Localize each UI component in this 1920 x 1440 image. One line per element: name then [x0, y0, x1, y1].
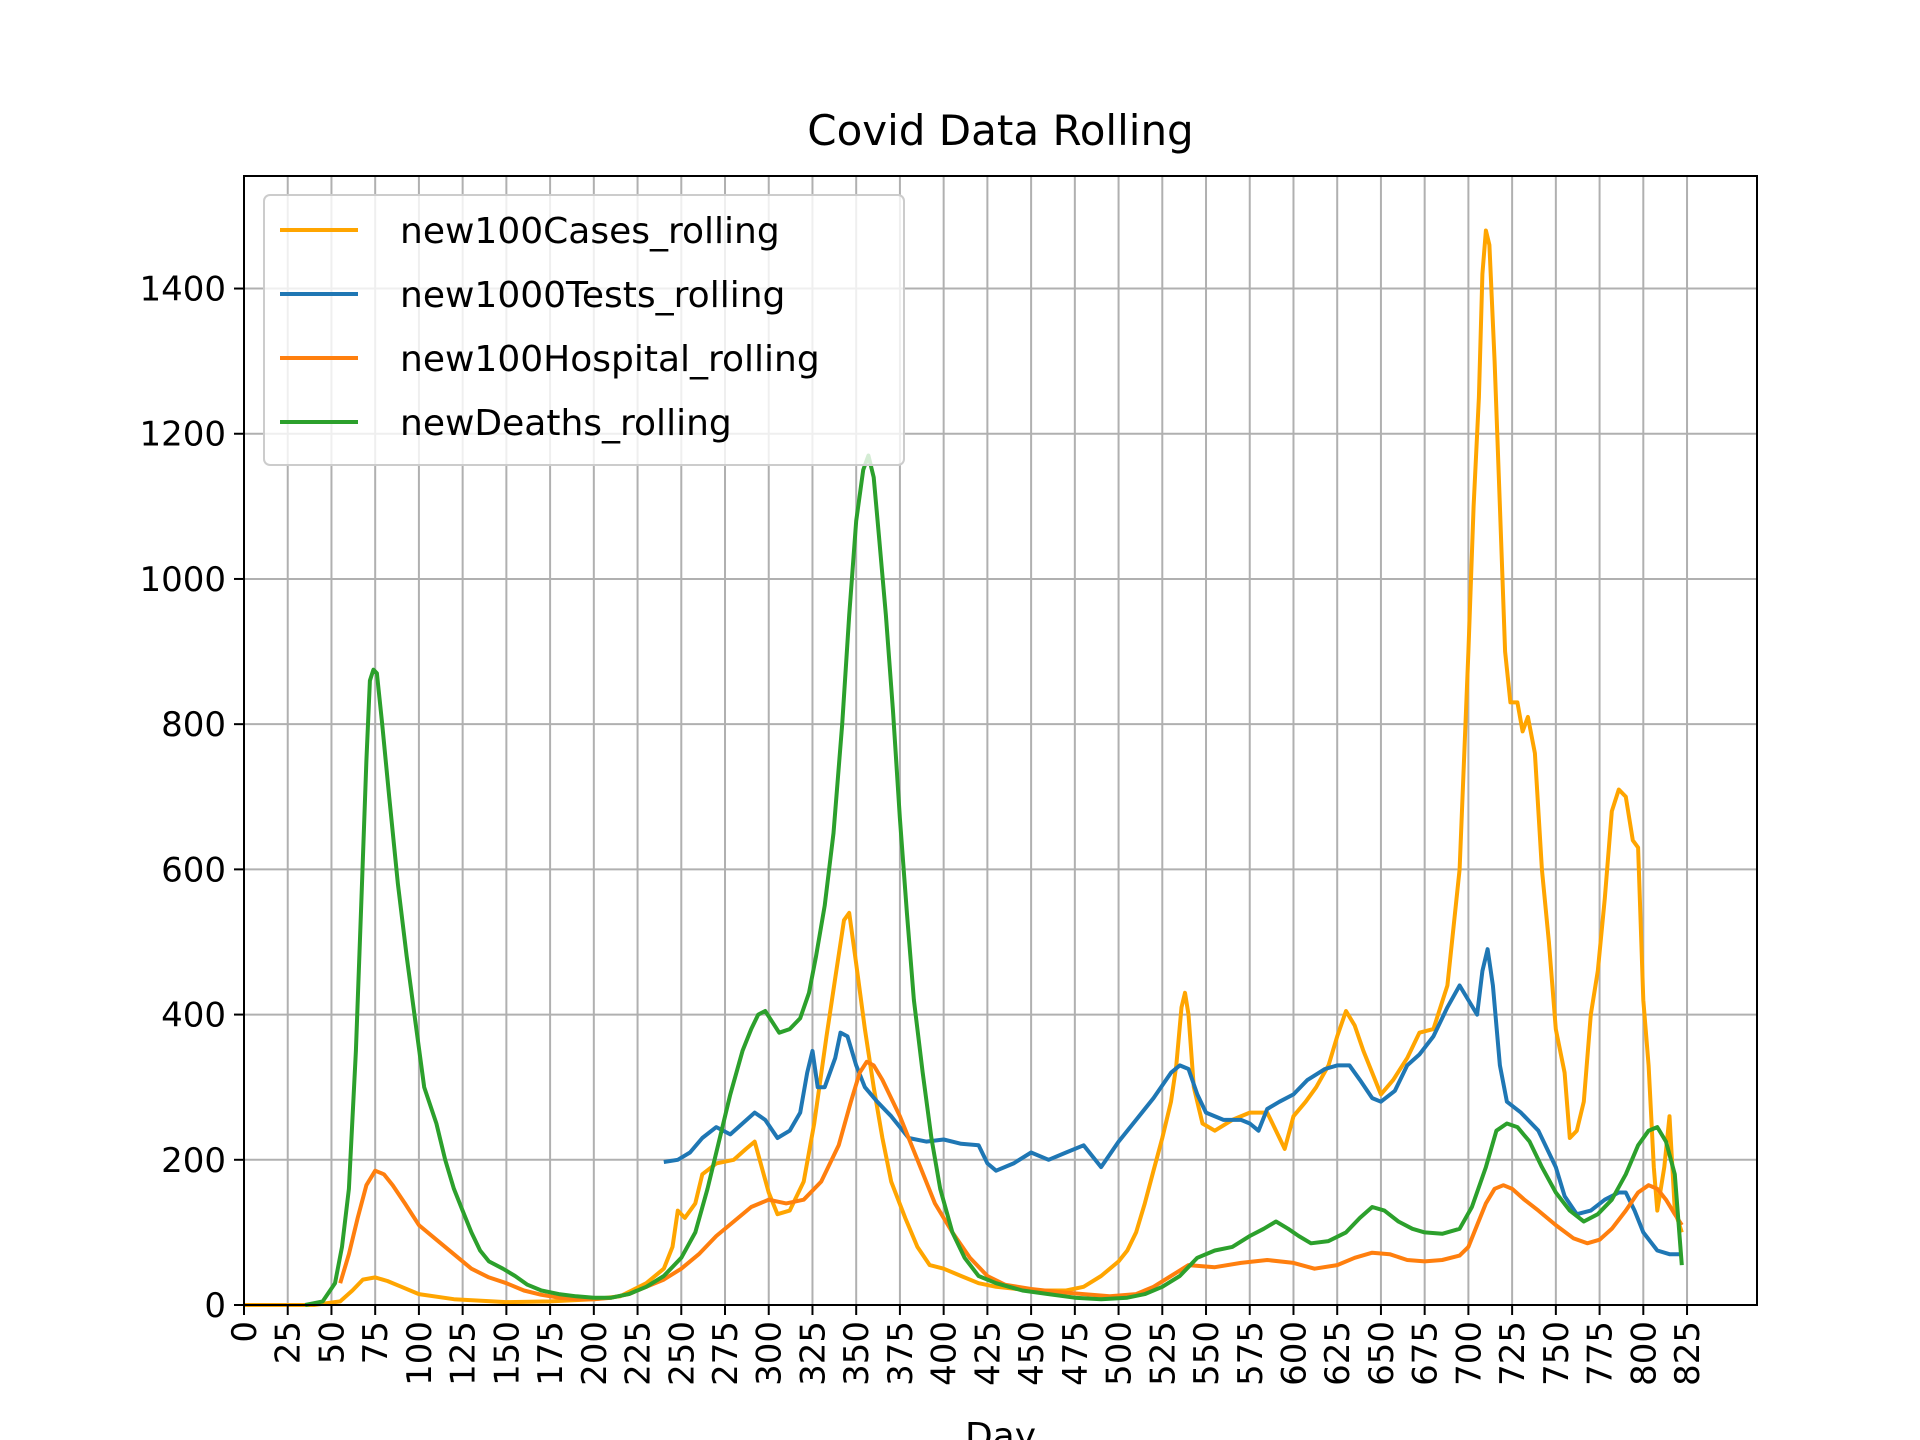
x-tick-label: 175 — [531, 1321, 571, 1386]
x-tick-label: 400 — [925, 1321, 965, 1386]
chart-title: Covid Data Rolling — [807, 106, 1193, 155]
x-tick-label: 550 — [1187, 1321, 1227, 1386]
x-tick-label: 825 — [1668, 1321, 1708, 1386]
x-tick-label: 25 — [269, 1321, 309, 1364]
x-tick-label: 125 — [444, 1321, 484, 1386]
x-tick-label: 500 — [1100, 1321, 1140, 1386]
y-tick-label: 600 — [161, 850, 226, 890]
x-tick-label: 200 — [575, 1321, 615, 1386]
series-line-new100Hospital_rolling — [338, 1059, 1684, 1302]
x-tick-label: 0 — [225, 1321, 265, 1343]
x-tick-label: 675 — [1406, 1321, 1446, 1386]
x-tick-label: 475 — [1056, 1321, 1096, 1386]
x-tick-label: 800 — [1624, 1321, 1664, 1386]
x-tick-label: 425 — [968, 1321, 1008, 1386]
x-tick-label: 775 — [1581, 1321, 1621, 1386]
x-tick-label: 625 — [1318, 1321, 1358, 1386]
legend: new100Cases_rolling new1000Tests_rollingn… — [263, 194, 905, 466]
x-tick-label: 600 — [1274, 1321, 1314, 1386]
y-tick-label: 1200 — [139, 415, 226, 455]
y-tick-label: 400 — [161, 996, 226, 1036]
legend-label: new100Hospital_rolling — [400, 339, 820, 380]
x-tick-label: 300 — [750, 1321, 790, 1386]
y-tick-label: 1400 — [139, 270, 226, 310]
series-lines — [244, 228, 1684, 1307]
legend-box — [263, 194, 905, 466]
x-tick-label: 350 — [837, 1321, 877, 1386]
x-tick-label: 750 — [1537, 1321, 1577, 1386]
x-tick-label: 75 — [356, 1321, 396, 1364]
x-tick-label: 575 — [1231, 1321, 1271, 1386]
x-tick-label: 650 — [1362, 1321, 1402, 1386]
x-tick-label: 450 — [1012, 1321, 1052, 1386]
x-tick-label: 525 — [1143, 1321, 1183, 1386]
x-axis-ticks: 0 25 50 75 100 125 150 175 200 225 250 275 300 325 350… — [225, 1305, 1708, 1386]
y-axis-ticks: 0 200 400 600 800 1000 1200 1400 — [139, 270, 244, 1326]
x-tick-label: 725 — [1493, 1321, 1533, 1386]
x-tick-label: 250 — [662, 1321, 702, 1386]
x-tick-label: 275 — [706, 1321, 746, 1386]
legend-label: new100Cases_rolling — [400, 211, 780, 252]
x-tick-label: 325 — [793, 1321, 833, 1386]
x-tick-label: 50 — [312, 1321, 352, 1364]
y-tick-label: 200 — [161, 1141, 226, 1181]
y-tick-label: 800 — [161, 705, 226, 745]
x-tick-label: 100 — [400, 1321, 440, 1386]
series-line-newDeaths_rolling — [304, 453, 1684, 1307]
plot-frame — [243, 175, 1758, 1306]
series-line-new1000Tests_rolling — [663, 947, 1682, 1257]
y-tick-label: 0 — [204, 1286, 226, 1326]
x-tick-label: 150 — [487, 1321, 527, 1386]
x-tick-label: 225 — [619, 1321, 659, 1386]
legend-label: new1000Tests_rolling — [400, 275, 785, 316]
series-line-new100Cases_rolling — [244, 228, 1684, 1307]
y-tick-label: 1000 — [139, 560, 226, 600]
x-axis-label: Day — [965, 1416, 1036, 1440]
legend-label: newDeaths_rolling — [400, 403, 732, 444]
x-tick-label: 700 — [1449, 1321, 1489, 1386]
x-tick-label: 375 — [881, 1321, 921, 1386]
